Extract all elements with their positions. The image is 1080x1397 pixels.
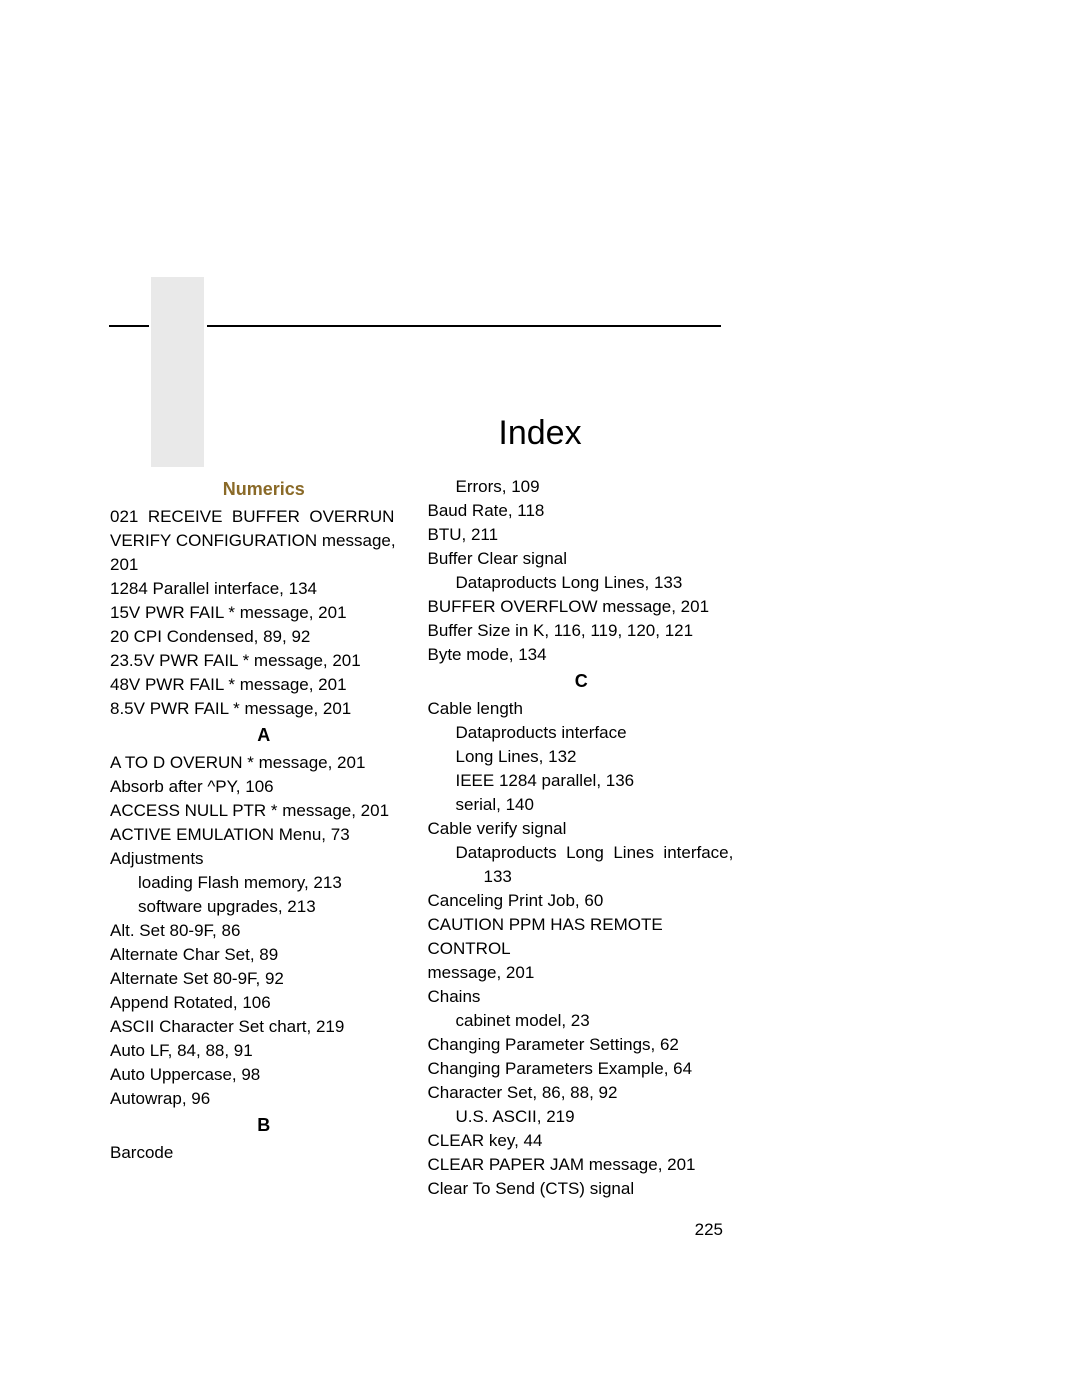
entry: 8.5V PWR FAIL * message, 201: [110, 697, 418, 721]
heading-numerics: Numerics: [110, 477, 418, 501]
entry: software upgrades, 213: [138, 895, 418, 919]
entry: VERIFY CONFIGURATION message, 201: [110, 529, 418, 577]
heading-b: B: [110, 1113, 418, 1137]
entry: Canceling Print Job, 60: [428, 889, 736, 913]
entry: Errors, 109: [456, 475, 736, 499]
entry: Changing Parameters Example, 64: [428, 1057, 736, 1081]
entry: Chains: [428, 985, 736, 1009]
page-title: Index: [0, 414, 1080, 453]
entry: Dataproducts Long Lines, 133: [456, 571, 736, 595]
entry: 133: [484, 865, 736, 889]
entry: CLEAR key, 44: [428, 1129, 736, 1153]
entry: CLEAR PAPER JAM message, 201: [428, 1153, 736, 1177]
entry: Clear To Send (CTS) signal: [428, 1177, 736, 1201]
entry: Auto Uppercase, 98: [110, 1063, 418, 1087]
right-column: Errors, 109 Baud Rate, 118 BTU, 211 Buff…: [428, 475, 736, 1201]
heading-a: A: [110, 723, 418, 747]
entry: Absorb after ^PY, 106: [110, 775, 418, 799]
entry: Dataproducts Long Lines interface,: [456, 841, 736, 865]
entry: 48V PWR FAIL * message, 201: [110, 673, 418, 697]
entry: Cable length: [428, 697, 736, 721]
entry: IEEE 1284 parallel, 136: [456, 769, 736, 793]
entry: ACCESS NULL PTR * message, 201: [110, 799, 418, 823]
top-rule-left: [109, 325, 149, 327]
entry: message, 201: [428, 961, 736, 985]
entry: Append Rotated, 106: [110, 991, 418, 1015]
entry: Changing Parameter Settings, 62: [428, 1033, 736, 1057]
entry: A TO D OVERUN * message, 201: [110, 751, 418, 775]
entry: Cable verify signal: [428, 817, 736, 841]
entry: Dataproducts interface: [456, 721, 736, 745]
entry: Alt. Set 80-9F, 86: [110, 919, 418, 943]
entry: serial, 140: [456, 793, 736, 817]
page-number: 225: [695, 1220, 723, 1240]
top-rule-right: [207, 325, 721, 327]
entry: Byte mode, 134: [428, 643, 736, 667]
entry: 1284 Parallel interface, 134: [110, 577, 418, 601]
entry: Long Lines, 132: [456, 745, 736, 769]
entry: Alternate Set 80-9F, 92: [110, 967, 418, 991]
index-columns: Numerics 021 RECEIVE BUFFER OVERRUN VERI…: [110, 475, 735, 1201]
entry: Buffer Size in K, 116, 119, 120, 121: [428, 619, 736, 643]
entry: ACTIVE EMULATION Menu, 73: [110, 823, 418, 847]
entry: Autowrap, 96: [110, 1087, 418, 1111]
entry: Adjustments: [110, 847, 418, 871]
entry: Character Set, 86, 88, 92: [428, 1081, 736, 1105]
entry: cabinet model, 23: [456, 1009, 736, 1033]
entry: Alternate Char Set, 89: [110, 943, 418, 967]
entry: Buffer Clear signal: [428, 547, 736, 571]
entry: U.S. ASCII, 219: [456, 1105, 736, 1129]
entry: Auto LF, 84, 88, 91: [110, 1039, 418, 1063]
entry: Baud Rate, 118: [428, 499, 736, 523]
page: Index Numerics 021 RECEIVE BUFFER OVERRU…: [0, 0, 1080, 1397]
entry: CAUTION PPM HAS REMOTE CONTROL: [428, 913, 736, 961]
left-column: Numerics 021 RECEIVE BUFFER OVERRUN VERI…: [110, 475, 418, 1201]
entry: 20 CPI Condensed, 89, 92: [110, 625, 418, 649]
entry: Barcode: [110, 1141, 418, 1165]
heading-c: C: [428, 669, 736, 693]
entry: 15V PWR FAIL * message, 201: [110, 601, 418, 625]
entry: 23.5V PWR FAIL * message, 201: [110, 649, 418, 673]
entry: 021 RECEIVE BUFFER OVERRUN: [110, 505, 418, 529]
entry: ASCII Character Set chart, 219: [110, 1015, 418, 1039]
entry: BTU, 211: [428, 523, 736, 547]
entry: loading Flash memory, 213: [138, 871, 418, 895]
entry: BUFFER OVERFLOW message, 201: [428, 595, 736, 619]
